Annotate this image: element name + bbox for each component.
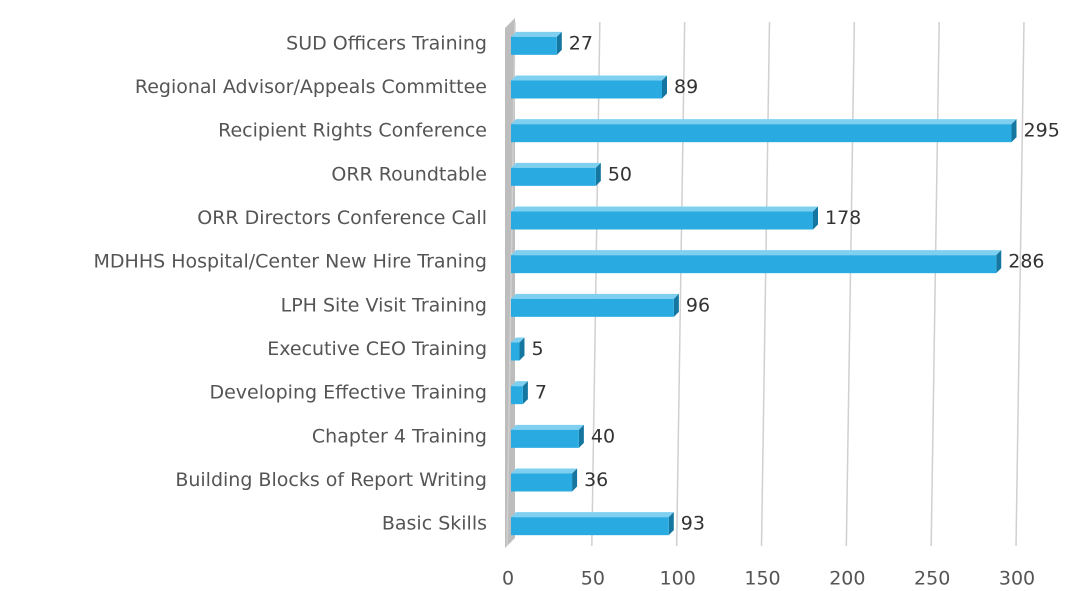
bar-face [662,75,668,99]
data-label: 93 [681,513,705,535]
data-label: 5 [531,338,543,360]
bar-face [511,342,520,361]
bar-face [511,211,814,230]
y-tick-label: Basic Skills [382,513,487,535]
bar [511,424,584,448]
grid-line [506,21,516,547]
y-tick-label: Regional Advisor/Appeals Committee [135,76,487,98]
y-tick-label: MDHHS Hospital/Center New Hire Traning [94,251,487,273]
y-tick-label: Executive CEO Training [267,338,487,360]
y-tick-label: LPH Site Visit Training [281,294,487,316]
bar-face [522,381,528,405]
data-label: 96 [686,294,710,316]
bar-face [511,473,573,492]
data-label: 295 [1024,120,1060,142]
bar [511,75,668,99]
bar-face [511,80,663,99]
bar [511,31,562,55]
bar-face [511,517,669,536]
data-label: 286 [1008,251,1044,273]
bar [511,206,819,230]
data-label: 50 [608,163,632,185]
grid-line [760,21,771,547]
y-tick-label: ORR Roundtable [331,163,487,185]
bar-face [511,124,1012,143]
bar-face [813,206,819,230]
bar [511,381,528,405]
bar [511,512,674,536]
bar [511,250,1002,274]
data-label: 7 [535,382,547,404]
y-tick-label: Building Blocks of Report Writing [175,469,487,491]
y-tick-label: Recipient Rights Conference [218,120,487,142]
bar [511,293,679,317]
bar [511,162,601,186]
data-label: 40 [591,425,615,447]
bar-face [668,512,674,536]
y-tick-label: SUD Officers Training [286,32,487,54]
bar-face [511,337,525,343]
bar-face [511,119,1017,125]
bar-face [1011,119,1017,143]
bar-face [511,386,523,405]
x-tick-label: 300 [999,568,1035,590]
bar-face [996,250,1002,274]
bar-face [511,429,579,448]
grid-line [675,21,686,547]
bar-face [572,468,578,492]
bar-face [511,298,674,317]
grid-line [845,21,856,547]
x-tick-label: 100 [660,568,696,590]
bar-face [673,293,679,317]
bar-face [578,424,584,448]
x-tick-label: 150 [744,568,780,590]
x-tick-label: 200 [829,568,865,590]
data-label: 89 [674,76,698,98]
bar-face [511,293,679,299]
bar-face [519,337,525,361]
bar-face [511,468,578,474]
bar-face [511,255,997,274]
bar-face [511,512,674,518]
bar-face [595,162,601,186]
bar-face [511,381,528,387]
data-label: 36 [584,469,608,491]
bar [511,337,525,361]
y-tick-label: Chapter 4 Training [312,425,487,447]
bar-face [511,250,1002,256]
data-label: 27 [569,32,593,54]
grid-line [591,21,601,547]
bar-face [511,75,668,81]
y-tick-label: ORR Directors Conference Call [197,207,487,229]
y-tick-label: Developing Effective Training [209,382,487,404]
bar-face [511,206,819,212]
bar-face [511,36,557,55]
bar [511,468,578,492]
grid-line [930,21,940,547]
bar-face [556,31,562,55]
x-tick-label: 250 [914,568,950,590]
x-tick-label: 0 [502,568,514,590]
x-tick-label: 50 [581,568,605,590]
bar-face [511,31,562,37]
bar-face [511,424,584,430]
bar [511,119,1017,143]
bar-face [511,167,596,186]
grid-line [1015,21,1025,547]
bar-face [511,162,601,168]
data-label: 178 [825,207,861,229]
